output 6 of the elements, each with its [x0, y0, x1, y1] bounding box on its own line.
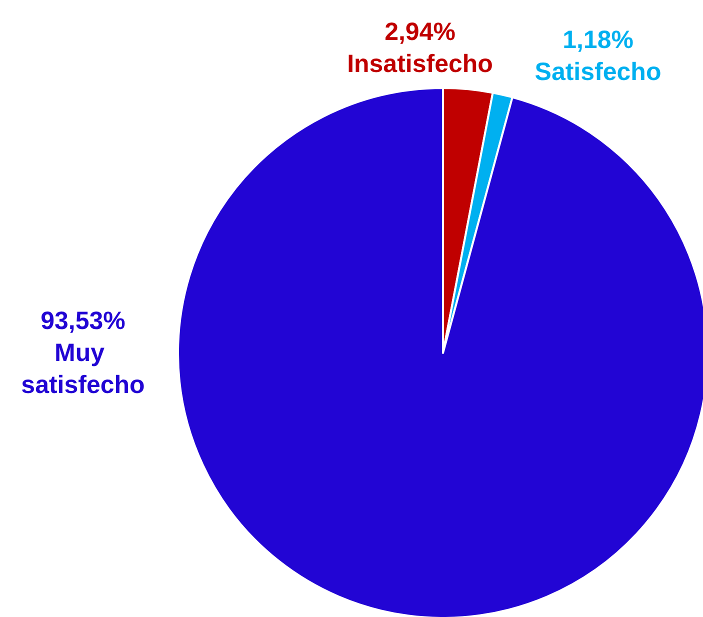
data-label: 93,53%	[40, 307, 126, 335]
data-label: 2,94%	[384, 18, 456, 46]
data-label: 1,18%	[562, 26, 634, 54]
slice-label: Satisfecho	[534, 58, 662, 86]
slice-label: Insatisfecho	[347, 50, 493, 78]
slice-label: Muy satisfecho	[21, 339, 145, 399]
